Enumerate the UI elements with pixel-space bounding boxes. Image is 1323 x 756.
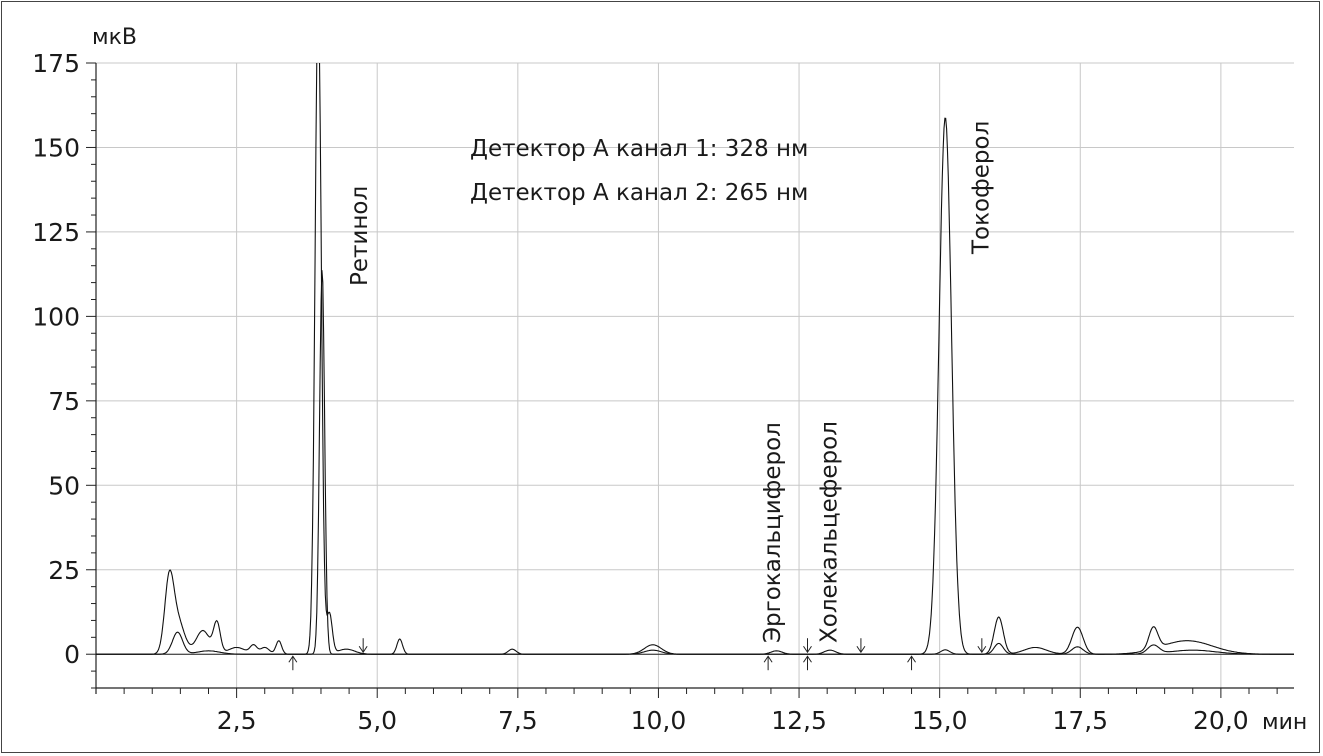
x-unit-label: мин — [1262, 710, 1307, 735]
x-tick-label: 12,5 — [771, 706, 827, 735]
trace-channel-2 — [96, 270, 1294, 655]
x-tick-label: 2,5 — [217, 706, 257, 735]
y-tick-label: 25 — [48, 556, 80, 585]
x-tick-label: 7,5 — [498, 706, 538, 735]
traces — [96, 63, 1294, 655]
peak-label: Ретинол — [347, 186, 373, 286]
integration-marker — [856, 638, 866, 654]
y-tick-label: 0 — [64, 640, 80, 669]
y-unit-label: мкВ — [92, 25, 137, 50]
y-tick-label: 75 — [48, 387, 80, 416]
integration-marker — [977, 638, 987, 654]
x-tick-label: 5,0 — [357, 706, 397, 735]
y-tick-label: 125 — [32, 218, 80, 247]
peak-label: Холекальцеферол — [816, 421, 842, 643]
y-tick-label: 150 — [32, 133, 80, 162]
trace-channel-1 — [96, 63, 1294, 655]
y-tick-label: 50 — [48, 471, 80, 500]
x-tick-label: 20,0 — [1193, 706, 1249, 735]
annotation-channel-2: Детектор А канал 2: 265 нм — [470, 180, 808, 206]
peak-label: Токоферол — [968, 121, 994, 255]
x-tick-label: 15,0 — [912, 706, 968, 735]
x-tick-label: 17,5 — [1052, 706, 1108, 735]
annotation-channel-1: Детектор А канал 1: 328 нм — [470, 136, 808, 162]
peak-label: Эргокальциферол — [760, 422, 786, 643]
integration-marker — [358, 638, 368, 654]
x-tick-label: 10,0 — [631, 706, 687, 735]
integration-marker — [288, 655, 298, 671]
integration-markers — [288, 638, 987, 671]
y-tick-label: 175 — [32, 49, 80, 78]
integration-marker — [803, 638, 812, 671]
integration-marker — [763, 655, 773, 671]
integration-marker — [907, 655, 916, 671]
labels: Ретинол Эргокальциферол Холекальцеферол Ток… — [347, 121, 994, 643]
y-tick-label: 100 — [32, 302, 80, 331]
